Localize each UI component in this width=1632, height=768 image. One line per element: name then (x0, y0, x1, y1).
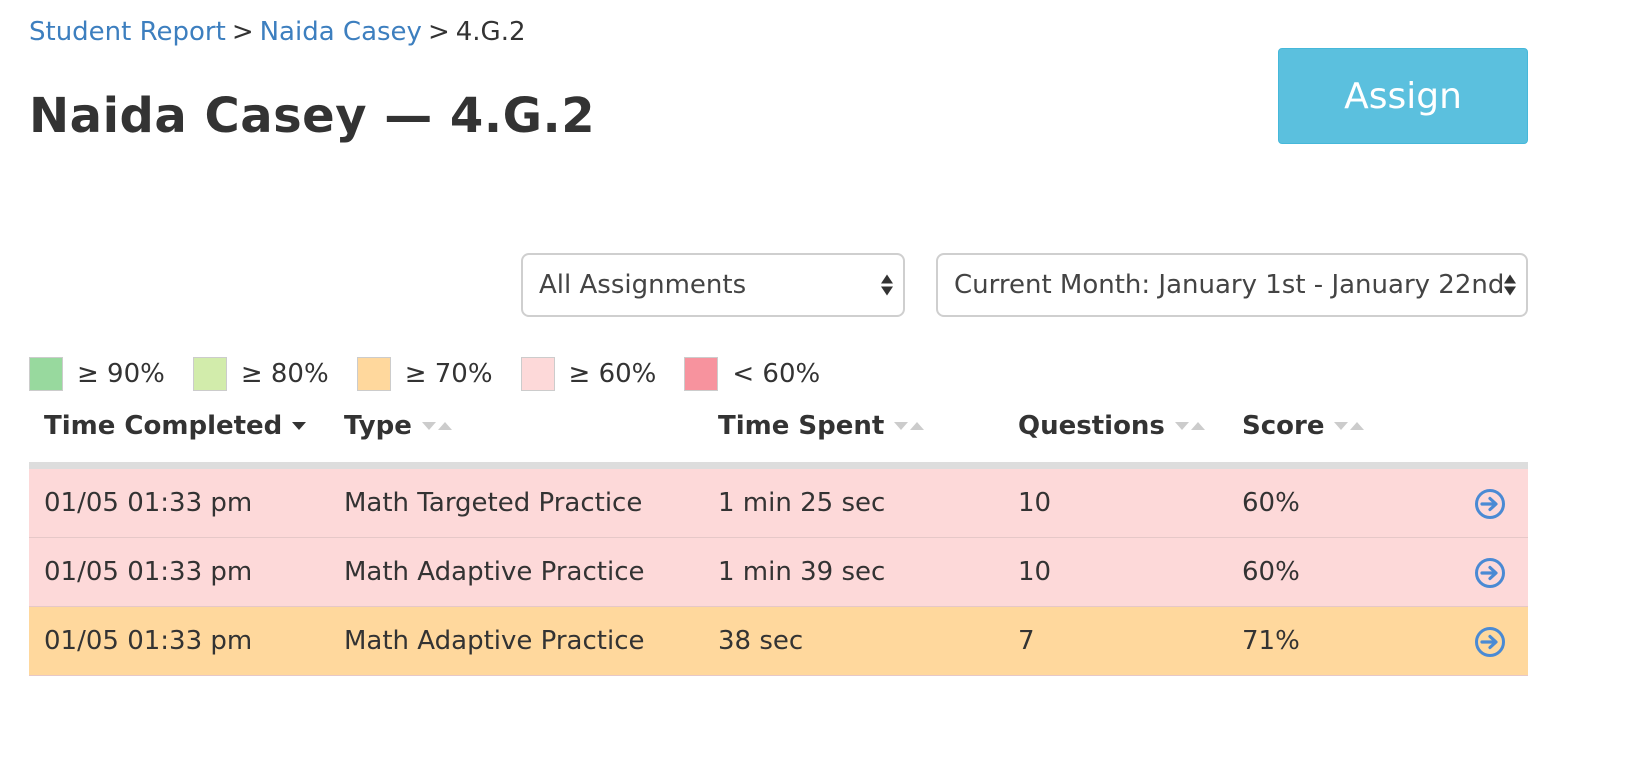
cell-score: 60% (1242, 557, 1300, 587)
legend-label: ≥ 60% (568, 359, 657, 389)
legend-label: ≥ 90% (77, 359, 165, 389)
cell-time-completed: 01/05 01:33 pm (44, 626, 253, 656)
cell-time-completed: 01/05 01:33 pm (44, 488, 253, 518)
cell-type: Math Adaptive Practice (344, 626, 645, 656)
table-row[interactable]: 01/05 01:33 pm Math Targeted Practice 1 … (29, 469, 1528, 538)
cell-time-spent: 1 min 25 sec (718, 488, 886, 518)
cell-questions: 7 (1018, 626, 1035, 656)
assign-button[interactable]: Assign (1278, 48, 1528, 144)
score-legend: ≥ 90% ≥ 80% ≥ 70% ≥ 60% < 60% (29, 356, 848, 392)
cell-time-completed: 01/05 01:33 pm (44, 557, 253, 587)
breadcrumb-student-report[interactable]: Student Report (29, 17, 226, 47)
arrow-right-circle-icon[interactable] (1474, 557, 1506, 589)
cell-time-spent: 1 min 39 sec (718, 557, 886, 587)
cell-score: 71% (1242, 626, 1300, 656)
select-arrows-icon (881, 274, 893, 296)
column-header-label: Type (344, 411, 412, 441)
column-header-label: Score (1242, 411, 1325, 441)
select-arrows-icon (1504, 274, 1516, 296)
legend-swatch (684, 357, 719, 391)
legend-item-below-60: < 60% (684, 357, 820, 391)
breadcrumb-current: 4.G.2 (455, 17, 526, 47)
sort-icon (421, 422, 452, 430)
legend-label: ≥ 80% (240, 359, 329, 389)
arrow-right-circle-icon[interactable] (1474, 626, 1506, 658)
date-range-select-value: Current Month: January 1st - January 22n… (954, 270, 1505, 300)
legend-swatch (356, 357, 391, 391)
table-row[interactable]: 01/05 01:33 pm Math Adaptive Practice 38… (29, 607, 1528, 676)
cell-type: Math Adaptive Practice (344, 557, 645, 587)
column-header-label: Time Completed (44, 411, 283, 441)
cell-score: 60% (1242, 488, 1300, 518)
cell-type: Math Targeted Practice (344, 488, 643, 518)
arrow-right-circle-icon[interactable] (1474, 488, 1506, 520)
breadcrumb-separator: > (231, 17, 254, 47)
table-header: Time Completed Type Time Spent Questions… (29, 405, 1528, 469)
legend-label: < 60% (732, 359, 821, 389)
column-header-questions[interactable]: Questions (1018, 411, 1205, 441)
column-header-type[interactable]: Type (344, 411, 452, 441)
legend-item-90: ≥ 90% (29, 357, 165, 391)
sort-icon (894, 422, 925, 430)
sort-desc-icon (292, 422, 307, 430)
column-header-time-spent[interactable]: Time Spent (718, 411, 925, 441)
page-title: Naida Casey — 4.G.2 (29, 88, 596, 144)
table-row[interactable]: 01/05 01:33 pm Math Adaptive Practice 1 … (29, 538, 1528, 607)
assignments-select[interactable]: All Assignments (521, 253, 905, 317)
assignments-select-value: All Assignments (539, 270, 747, 300)
breadcrumb-student-name[interactable]: Naida Casey (259, 17, 422, 47)
legend-label: ≥ 70% (404, 359, 493, 389)
column-header-label: Time Spent (718, 411, 885, 441)
column-header-score[interactable]: Score (1242, 411, 1365, 441)
cell-time-spent: 38 sec (718, 626, 804, 656)
cell-questions: 10 (1018, 488, 1052, 518)
legend-item-80: ≥ 80% (192, 357, 329, 391)
legend-item-60: ≥ 60% (520, 357, 657, 391)
breadcrumb-separator: > (427, 17, 450, 47)
cell-questions: 10 (1018, 557, 1052, 587)
results-table: Time Completed Type Time Spent Questions… (29, 405, 1528, 676)
legend-swatch (29, 357, 63, 391)
column-header-label: Questions (1018, 411, 1165, 441)
legend-swatch (192, 357, 227, 391)
date-range-select[interactable]: Current Month: January 1st - January 22n… (936, 253, 1528, 317)
sort-icon (1174, 422, 1205, 430)
breadcrumb: Student Report > Naida Casey >4.G.2 (29, 14, 526, 50)
legend-item-70: ≥ 70% (356, 357, 493, 391)
sort-icon (1334, 422, 1365, 430)
column-header-time-completed[interactable]: Time Completed (44, 411, 307, 441)
legend-swatch (520, 357, 555, 391)
